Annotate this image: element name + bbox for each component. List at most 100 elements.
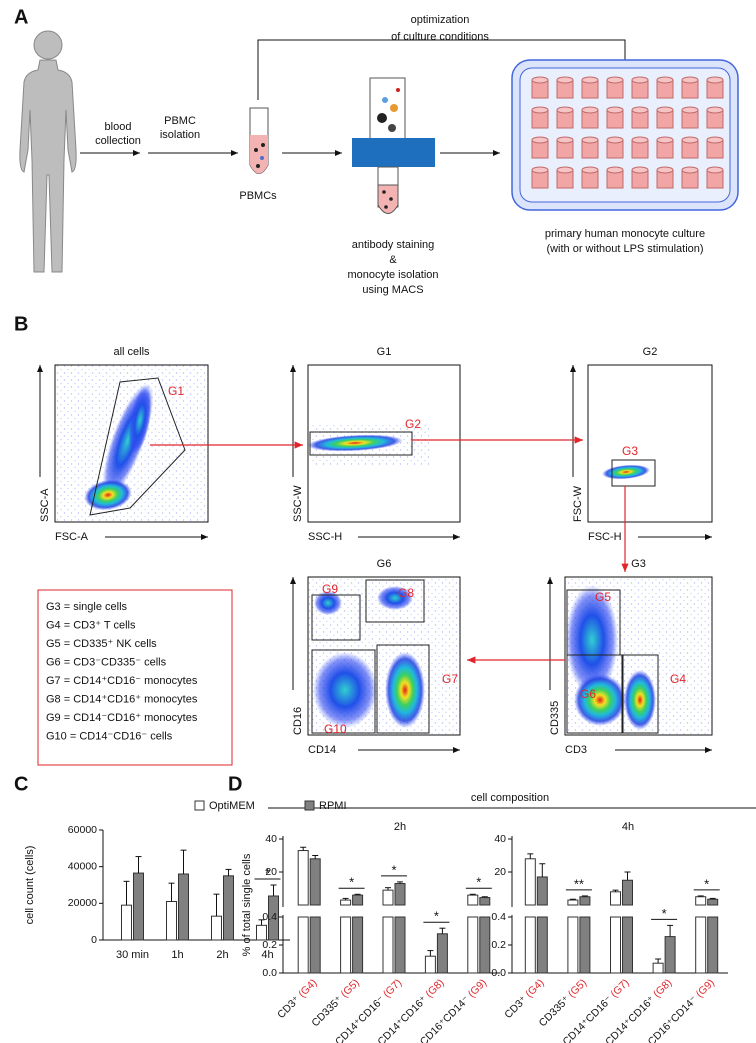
event-density	[128, 385, 152, 455]
label: antibody staining	[352, 239, 435, 251]
y-axis-label: CD16	[292, 707, 304, 735]
well-top	[656, 106, 674, 114]
bar	[352, 894, 364, 906]
bar	[467, 894, 479, 906]
gate-label: G6	[580, 687, 596, 701]
gate: (G4)	[523, 977, 546, 1000]
gate-label: G4	[670, 672, 686, 686]
category: CD3⁺	[275, 993, 303, 1021]
gate	[309, 431, 413, 456]
plot-title: G3	[631, 558, 646, 570]
significance: *	[476, 875, 481, 890]
well-top	[656, 166, 674, 174]
x-axis-label: FSC-A	[55, 531, 89, 543]
bar	[536, 916, 548, 974]
well-top	[606, 136, 624, 144]
y-tick-label: 20	[265, 866, 277, 878]
bar	[297, 916, 309, 974]
y-tick-label: 40	[494, 833, 506, 845]
bar	[166, 901, 177, 941]
y-axis-label: cell count (cells)	[24, 846, 36, 925]
event-density	[385, 652, 425, 728]
well-top	[581, 106, 599, 114]
legend-text: OptiMEM	[209, 800, 255, 812]
y-axis-label: FSC-W	[572, 485, 584, 522]
gate	[566, 654, 623, 734]
bar	[479, 897, 491, 906]
event-density	[314, 591, 342, 615]
well-top	[681, 166, 699, 174]
y-tick-label: 0.2	[491, 939, 506, 951]
well-top	[531, 106, 549, 114]
y-tick-label: 20	[494, 866, 506, 878]
well-top	[706, 106, 724, 114]
x-axis-label: SSC-H	[308, 531, 342, 543]
label: of culture conditions	[391, 31, 489, 43]
well-top	[631, 166, 649, 174]
x-tick-label: CD3⁺(G4)	[275, 977, 319, 1021]
significance: *	[265, 865, 270, 880]
well-top	[556, 136, 574, 144]
well-top	[656, 76, 674, 84]
gate	[622, 654, 659, 734]
panel-a-art	[19, 30, 739, 273]
x-tick-label: 30 min	[116, 949, 149, 961]
bar	[610, 916, 621, 974]
well-top	[606, 106, 624, 114]
bar	[664, 936, 676, 974]
well-top	[581, 166, 599, 174]
y-axis-label: SSC-W	[292, 485, 304, 522]
chart-title: 2h	[394, 821, 406, 833]
gate-label: G3	[622, 444, 638, 458]
well-top	[531, 136, 549, 144]
legend-swatch	[304, 800, 315, 811]
x-tick-label: 1h	[171, 949, 183, 961]
bar	[567, 916, 579, 974]
event-density	[313, 652, 377, 728]
y-tick-label: 0.4	[262, 911, 277, 923]
panel-label: B	[14, 313, 28, 335]
legend-text: G6 = CD3⁻CD335⁻ cells	[46, 656, 167, 668]
label: collection	[95, 135, 141, 147]
well-top	[531, 76, 549, 84]
well-top	[681, 76, 699, 84]
label: isolation	[160, 129, 200, 141]
event-density	[307, 434, 403, 452]
bar	[211, 915, 222, 941]
well-top	[631, 106, 649, 114]
label: (with or without LPS stimulation)	[546, 243, 703, 255]
bar	[121, 904, 132, 941]
legend-text: G9 = CD14⁻CD16⁺ monocytes	[46, 712, 198, 724]
gate	[311, 649, 376, 734]
y-tick-label: 0.0	[491, 967, 506, 979]
bar	[610, 891, 621, 906]
well-top	[581, 136, 599, 144]
well-top	[681, 136, 699, 144]
plot-title: G6	[377, 558, 392, 570]
y-tick-label: 0	[91, 934, 97, 946]
bar	[695, 916, 707, 974]
x-axis-label: FSC-H	[588, 531, 622, 543]
well-top	[681, 106, 699, 114]
well-top	[631, 136, 649, 144]
bar	[707, 898, 719, 906]
x-tick-label: 2h	[216, 949, 228, 961]
bar	[436, 933, 448, 974]
y-tick-label: 60000	[68, 824, 97, 836]
y-axis-label: SSC-A	[39, 488, 51, 522]
bar	[133, 872, 144, 941]
panel-label: A	[14, 6, 28, 28]
gate-label: G9	[322, 582, 338, 596]
significance: *	[704, 876, 709, 891]
plot-title: G2	[643, 346, 658, 358]
significance: *	[662, 906, 667, 921]
label: optimization	[411, 14, 470, 26]
gate-label: G7	[442, 672, 458, 686]
bar	[340, 916, 352, 974]
category: CD3⁺	[502, 993, 530, 1021]
significance: *	[349, 875, 354, 890]
well-top	[606, 166, 624, 174]
significance: *	[391, 862, 396, 877]
event-density	[602, 464, 650, 480]
